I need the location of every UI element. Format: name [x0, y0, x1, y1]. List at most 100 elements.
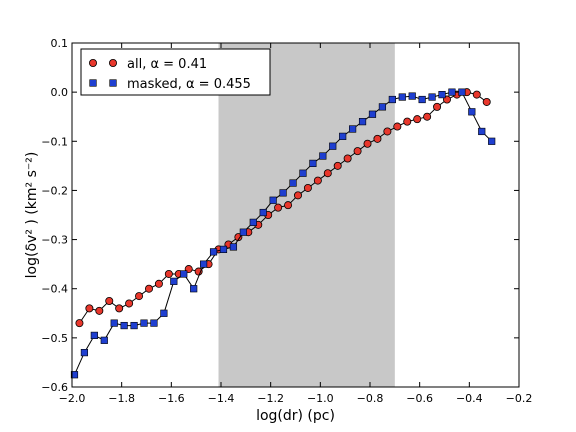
series-2-point: [339, 132, 347, 140]
series-2-point: [200, 260, 208, 268]
x-tick-label: −0.2: [506, 392, 533, 405]
series-1-point: [482, 97, 491, 106]
series-2-point: [239, 228, 247, 236]
y-tick-label: −0.2: [41, 184, 68, 197]
series-1-point: [85, 304, 94, 313]
series-2-point: [269, 196, 277, 204]
x-tick-label: −1.2: [257, 392, 284, 405]
series-1-point: [105, 296, 114, 305]
series-2-point: [408, 92, 416, 100]
y-tick-label: 0.0: [51, 86, 69, 99]
x-tick-label: −1.6: [158, 392, 185, 405]
series-2-point: [358, 118, 367, 126]
y-axis-label: log(δv² ) (km² s⁻²): [24, 152, 40, 279]
series-1-point: [403, 117, 412, 126]
x-tick-label: −2.0: [59, 392, 86, 405]
series-1-point: [433, 102, 442, 111]
series-2-point: [80, 348, 89, 357]
legend-entry: masked, α = 0.455: [89, 77, 251, 92]
legend: all, α = 0.41 masked, α = 0.455: [80, 48, 271, 96]
series-1-point: [164, 269, 173, 278]
series-1-point: [274, 203, 283, 212]
series-1-point: [313, 176, 322, 185]
series-2-point: [190, 285, 198, 293]
x-tick-label: −0.8: [357, 392, 384, 405]
y-tick-label: −0.6: [41, 381, 68, 394]
y-tick-label: −0.5: [41, 332, 68, 345]
series-2-point: [219, 245, 228, 254]
y-tick-label: −0.3: [41, 234, 68, 247]
x-tick-label: −1.0: [307, 392, 334, 405]
series-2-point: [249, 218, 257, 226]
series-1-point: [383, 127, 392, 136]
y-tick-label: 0.1: [51, 37, 69, 50]
series-1-point: [393, 122, 402, 131]
series-2-point: [120, 321, 128, 330]
series-2-point: [70, 371, 79, 379]
shaded-region: [218, 43, 395, 387]
series-1-point: [293, 191, 302, 200]
series-2-point: [229, 243, 238, 251]
plot-area-frame: [71, 42, 520, 388]
series-2-point: [279, 189, 287, 197]
series-2-point: [299, 169, 307, 177]
x-tick-label: −1.4: [208, 392, 235, 405]
series-1-point: [75, 319, 84, 328]
series-2-point: [448, 88, 456, 96]
series-1-point: [125, 299, 134, 308]
series-1-point: [303, 183, 312, 192]
x-tick-label: −0.6: [406, 392, 433, 405]
series-2-point: [398, 93, 406, 101]
series-1-point: [323, 169, 332, 178]
series-2-point: [488, 137, 496, 145]
x-tick-label: −0.4: [456, 392, 483, 405]
x-axis-label: log(dr) (pc): [256, 408, 335, 424]
series-2-point: [438, 91, 446, 99]
series-2: [70, 88, 496, 379]
legend-entry: all, α = 0.41: [89, 57, 207, 72]
series-2-point: [289, 179, 297, 187]
series-2-point: [160, 309, 168, 317]
series-2-point: [468, 108, 476, 116]
legend-marker: [89, 59, 98, 68]
series-2-point: [368, 110, 377, 118]
series-2-point: [170, 277, 178, 285]
series-2-point: [418, 95, 426, 104]
series-1-point: [423, 112, 432, 121]
series-2-point: [140, 319, 148, 327]
series-2-point: [388, 95, 396, 104]
legend-box: [80, 48, 271, 96]
x-tick-label: −1.8: [108, 392, 135, 405]
legend-marker: [89, 79, 97, 87]
series-1-point: [343, 154, 352, 163]
series-2-point: [180, 270, 188, 278]
series-2-point: [110, 319, 118, 327]
series-2-point: [259, 208, 267, 217]
series-2-point: [458, 88, 466, 96]
series-2-point: [209, 248, 218, 256]
series-1-point: [95, 306, 104, 315]
y-tick-label: −0.1: [41, 135, 68, 148]
legend-marker: [109, 79, 117, 87]
series-1-point: [115, 304, 124, 313]
series-1-point: [135, 292, 144, 301]
series-1-point: [373, 134, 382, 143]
series-1-point: [413, 115, 422, 124]
series-2-point: [478, 127, 486, 136]
legend-label: masked, α = 0.455: [127, 77, 251, 92]
series-2-point: [329, 142, 337, 150]
legend-marker: [109, 59, 118, 68]
series-2-point: [90, 331, 98, 340]
series-1-point: [333, 161, 342, 170]
series-2-point: [349, 125, 357, 133]
legend-label: all, α = 0.41: [127, 57, 207, 72]
series-1-point: [363, 139, 372, 148]
series-1-point: [472, 90, 481, 99]
series-2-point: [100, 336, 108, 344]
series-2-point: [428, 93, 436, 101]
series-1-point: [284, 201, 293, 210]
series-2-point: [378, 103, 387, 111]
series-1: [75, 88, 491, 328]
series-2-point: [150, 319, 158, 327]
